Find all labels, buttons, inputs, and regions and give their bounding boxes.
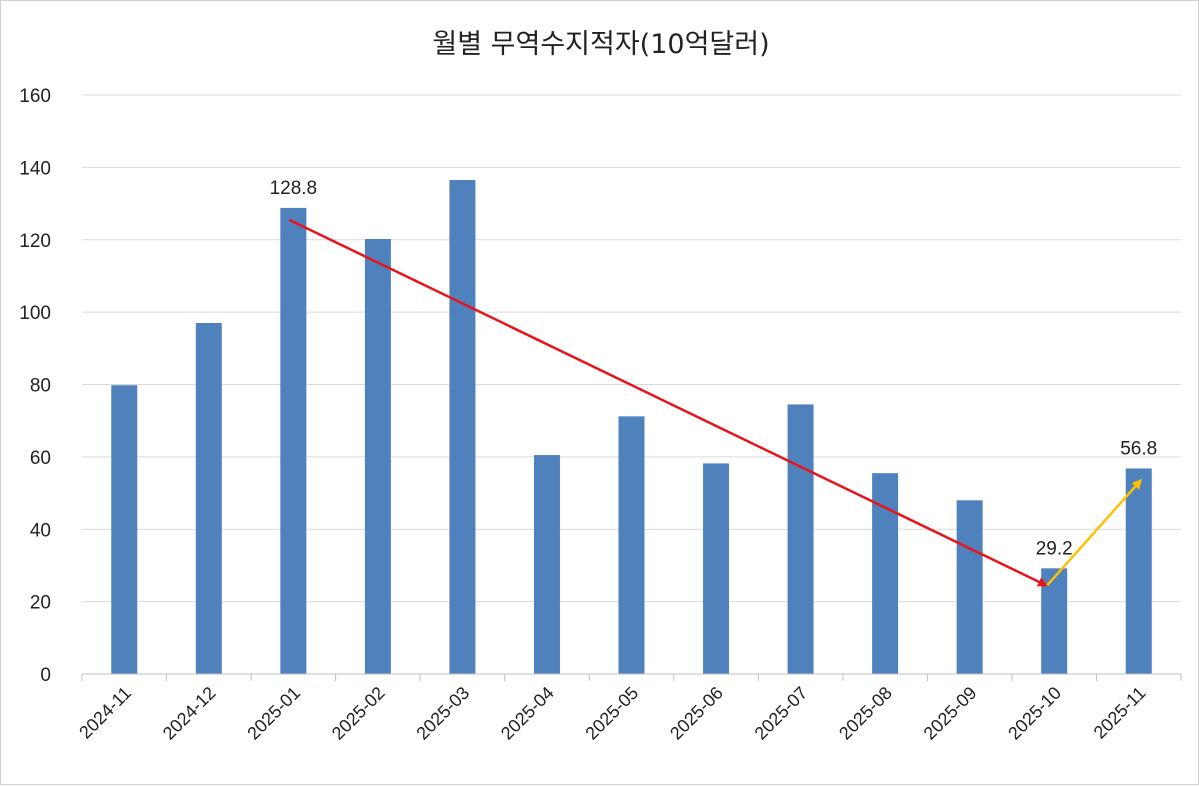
y-tick-label: 120 [19, 231, 51, 252]
x-tick-label: 2025-07 [751, 683, 812, 744]
bar-2025-04 [533, 455, 560, 674]
x-tick-label: 2024-12 [159, 683, 220, 744]
x-tick-label: 2024-11 [75, 683, 135, 743]
y-tick-label: 100 [19, 303, 51, 324]
trend-arrow-2 [1046, 478, 1143, 587]
y-tick-label: 140 [19, 158, 51, 179]
y-tick-label: 60 [30, 448, 51, 469]
x-axis [81, 673, 1182, 681]
y-tick-label: 160 [19, 86, 51, 107]
x-axis-ticks: 2024-11 2024-12 2025-01 2025-02 2025-03 2025-… [75, 683, 1149, 744]
bar-2025-05 [618, 416, 645, 674]
x-tick-label: 2025-09 [920, 683, 981, 744]
data-labels: 128.8 29.2 56.8 [270, 178, 1158, 559]
x-tick-label: 2025-10 [1004, 683, 1065, 744]
bar-2025-01 [280, 207, 307, 674]
x-tick-label: 2025-04 [497, 683, 558, 744]
trend-arrows [288, 218, 1143, 587]
data-label-2025-01: 128.8 [270, 178, 318, 199]
y-axis-ticks: 0 20 40 60 80 100 120 140 160 [19, 86, 51, 686]
trend-arrow-1 [288, 218, 1048, 587]
bars [111, 180, 1152, 674]
bar-2024-12 [195, 322, 222, 674]
bar-2025-11 [1125, 468, 1152, 674]
x-tick-label: 2025-06 [666, 683, 727, 744]
x-tick-label: 2025-03 [412, 683, 473, 744]
bar-2025-09 [956, 500, 983, 674]
chart-title: 월별 무역수지적자(10억달러) [432, 29, 769, 60]
data-label-2025-11: 56.8 [1120, 438, 1157, 459]
bar-2025-03 [449, 180, 476, 674]
y-tick-label: 20 [30, 593, 51, 614]
bar-2024-11 [111, 385, 138, 674]
y-tick-label: 40 [30, 520, 51, 541]
x-tick-label: 2025-02 [328, 683, 389, 744]
bar-2025-06 [703, 463, 730, 674]
x-tick-label: 2025-08 [835, 683, 896, 744]
y-tick-label: 0 [40, 665, 51, 686]
x-tick-label: 2025-05 [581, 683, 642, 744]
x-tick-label: 2025-01 [243, 683, 304, 744]
data-label-2025-10: 29.2 [1036, 538, 1073, 559]
x-tick-label: 2025-11 [1090, 683, 1150, 743]
y-tick-label: 80 [30, 376, 51, 397]
bar-2025-07 [787, 404, 814, 674]
bar-2025-02 [364, 239, 391, 674]
